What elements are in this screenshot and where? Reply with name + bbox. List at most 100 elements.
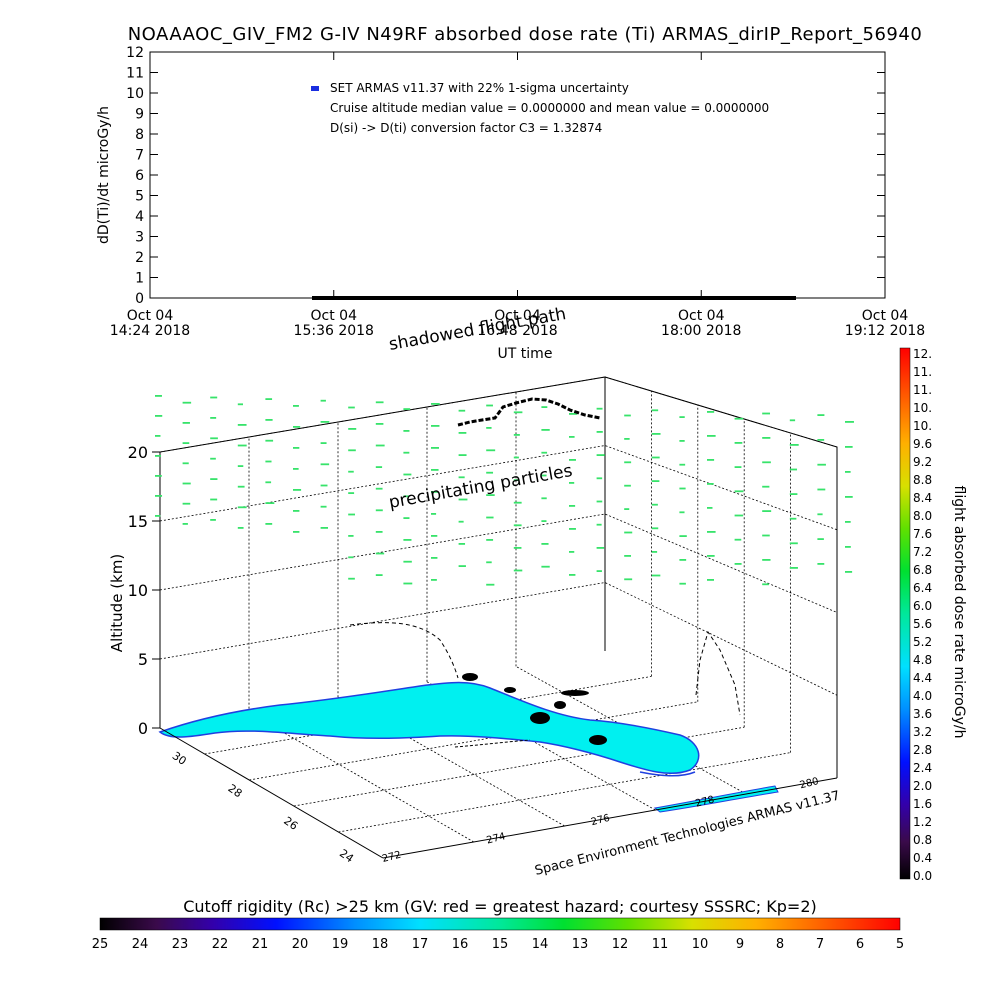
rigidity-colorbar-tick: 10 (692, 937, 709, 952)
particle-dash (486, 583, 495, 586)
longitude-ticks: 272 274 276 278 280 (381, 776, 820, 865)
particle-dash (348, 492, 355, 494)
particle-dash (679, 440, 685, 442)
particle-dash (707, 459, 715, 461)
particle-dash (265, 439, 274, 442)
particle-dash (817, 463, 826, 466)
dose-colorbar-tick: 2.4 (913, 761, 932, 775)
dose-colorbar-tick: 7.2 (913, 545, 932, 559)
particle-dash (569, 413, 578, 415)
particle-dash (789, 444, 799, 446)
particle-dash (486, 471, 494, 474)
particle-dash (734, 466, 742, 468)
particle-dash (403, 539, 412, 541)
particle-dash (155, 395, 162, 397)
particle-dash (679, 559, 687, 561)
particle-dash (155, 435, 161, 437)
particle-dash (265, 460, 272, 463)
particle-dash (431, 425, 440, 427)
y-tick-label: 10 (126, 86, 144, 102)
particle-dash (569, 551, 575, 553)
dose-colorbar-tick: 8.4 (913, 491, 932, 505)
y-tick-label: 12 (126, 45, 144, 61)
particle-dash (375, 466, 383, 468)
particle-dash (624, 531, 633, 534)
particle-dash (596, 523, 602, 526)
particle-dash (375, 531, 383, 533)
particle-dash (182, 523, 188, 525)
y-tick-label: 7 (135, 148, 144, 164)
particle-dash (293, 468, 299, 470)
coastline (639, 771, 696, 777)
particle-dash (182, 502, 191, 505)
particle-dash (513, 524, 522, 527)
dose-colorbar-tick: 4.4 (913, 671, 932, 685)
particle-dash (596, 454, 605, 456)
particle-dash (707, 411, 715, 413)
particle-dash (348, 470, 354, 473)
particle-dash (375, 509, 383, 512)
particle-dash (320, 484, 328, 487)
dose-colorbar-tick: 1.2 (913, 815, 932, 829)
particle-dash (569, 436, 575, 438)
z-tick-label: 20 (128, 443, 148, 462)
lat-tick-label: 24 (337, 847, 356, 866)
particle-dash (817, 414, 825, 416)
particle-dash (513, 411, 523, 414)
particle-dash (265, 398, 273, 400)
particle-dash (210, 457, 216, 460)
particle-dash (707, 507, 713, 509)
dose-colorbar-label: flight absorbed dose rate microGy/h (951, 486, 967, 739)
particle-dash (237, 403, 244, 406)
lon-tick-label: 276 (590, 813, 611, 828)
dose-colorbar-tick: 0.8 (913, 833, 932, 847)
particle-dash (707, 579, 714, 581)
particle-dash (237, 444, 247, 447)
z-tick-label: 0 (138, 719, 148, 738)
legend-series: SET ARMAS v11.37 with 22% 1-sigma uncert… (330, 81, 629, 95)
altitude-ticks: 0 5 10 15 20 (128, 443, 160, 738)
rigidity-colorbar-tick: 25 (92, 937, 109, 952)
dose-colorbar-tick: 9.2 (913, 455, 932, 469)
particle-dash (458, 432, 467, 434)
dose-colorbar-tick: 11. (913, 365, 932, 379)
particle-dash (845, 446, 853, 448)
rigidity-colorbar-tick: 19 (332, 937, 349, 952)
dose-x-axis-label: UT time (498, 346, 553, 362)
dose-colorbar-tick: 2.8 (913, 743, 932, 757)
particle-dash (320, 463, 330, 466)
shadow-patches (462, 673, 607, 745)
particle-dash (403, 473, 412, 476)
particle-dash (486, 516, 494, 519)
particle-dash (762, 412, 771, 415)
particle-dash (348, 577, 355, 580)
particle-dash (596, 431, 603, 433)
climb-path (349, 622, 459, 679)
particle-dash (541, 543, 549, 545)
particle-dash (679, 582, 686, 585)
particle-dash (265, 481, 272, 484)
particle-dash (182, 442, 190, 444)
ground-track (454, 739, 531, 748)
dose-colorbar-tick: 0.4 (913, 851, 932, 865)
particle-dash (651, 574, 661, 577)
x-tick-label-date: Oct 04 (862, 308, 909, 324)
particle-dash (293, 489, 302, 491)
dose-y-axis-label: dD(Ti)/dt microGy/h (96, 106, 112, 244)
rigidity-colorbar-tick: 15 (492, 937, 509, 952)
particle-dash (651, 551, 658, 553)
y-tick-label: 6 (135, 168, 144, 184)
particle-dash (734, 417, 744, 420)
rigidity-colorbar-tick: 6 (856, 937, 864, 952)
particle-dash (596, 570, 602, 572)
x-tick-label-time: 14:24 2018 (110, 323, 190, 339)
particle-dash (817, 563, 825, 565)
particle-dash (734, 490, 744, 493)
particle-dash (845, 496, 853, 498)
x-tick-label-time: 18:00 2018 (661, 323, 741, 339)
particle-dash (320, 421, 330, 423)
particle-dash (789, 468, 798, 471)
